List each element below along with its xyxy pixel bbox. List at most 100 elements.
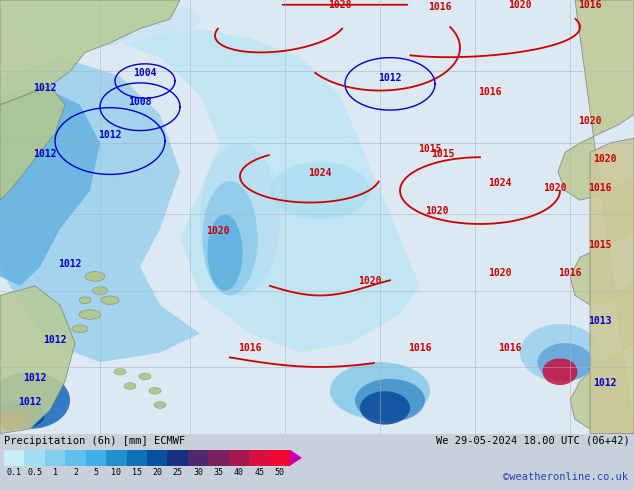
Text: 1020: 1020 <box>543 183 567 193</box>
Text: 1012: 1012 <box>58 259 82 269</box>
Bar <box>25 450 45 466</box>
Ellipse shape <box>1 417 19 431</box>
Text: 1012: 1012 <box>43 335 67 345</box>
Ellipse shape <box>0 400 45 429</box>
Text: 1016: 1016 <box>588 183 612 193</box>
Text: 0.1: 0.1 <box>7 468 22 477</box>
Text: 1012: 1012 <box>98 130 122 140</box>
Text: 1012: 1012 <box>593 378 617 388</box>
Text: We 29-05-2024 18.00 UTC (06+42): We 29-05-2024 18.00 UTC (06+42) <box>436 436 630 446</box>
Text: 10: 10 <box>112 468 121 477</box>
Bar <box>4 450 25 466</box>
Ellipse shape <box>0 0 200 43</box>
Ellipse shape <box>330 362 430 419</box>
Text: 15: 15 <box>132 468 142 477</box>
Text: 1004: 1004 <box>133 68 157 78</box>
Text: 1020: 1020 <box>508 0 532 10</box>
PathPatch shape <box>0 86 100 286</box>
Ellipse shape <box>101 296 119 304</box>
Text: 1015: 1015 <box>418 145 442 154</box>
Ellipse shape <box>207 215 242 291</box>
Bar <box>269 450 290 466</box>
Bar <box>249 450 269 466</box>
Text: 1016: 1016 <box>238 343 262 353</box>
Text: 1012: 1012 <box>23 373 47 383</box>
Text: 1020: 1020 <box>206 225 230 236</box>
Polygon shape <box>0 86 65 200</box>
Polygon shape <box>590 138 634 434</box>
Text: 1024: 1024 <box>308 169 332 178</box>
Text: 1013: 1013 <box>588 316 612 326</box>
PathPatch shape <box>0 28 420 353</box>
Ellipse shape <box>149 388 161 394</box>
Text: 1016: 1016 <box>408 343 432 353</box>
Ellipse shape <box>520 324 600 381</box>
Text: 1012: 1012 <box>378 73 402 83</box>
Bar <box>147 450 167 466</box>
Ellipse shape <box>85 271 105 281</box>
Text: 1: 1 <box>53 468 58 477</box>
Ellipse shape <box>543 358 578 385</box>
Text: 45: 45 <box>254 468 264 477</box>
Text: ©weatheronline.co.uk: ©weatheronline.co.uk <box>503 472 628 482</box>
Ellipse shape <box>355 379 425 422</box>
Bar <box>127 450 147 466</box>
Text: 1012: 1012 <box>33 149 57 159</box>
Ellipse shape <box>230 133 370 210</box>
Text: 30: 30 <box>193 468 203 477</box>
Text: 1020: 1020 <box>578 116 602 126</box>
Text: 20: 20 <box>152 468 162 477</box>
Ellipse shape <box>0 372 70 429</box>
Text: 1016: 1016 <box>559 269 582 278</box>
Bar <box>167 450 188 466</box>
Ellipse shape <box>202 181 257 295</box>
Text: 1016: 1016 <box>498 343 522 353</box>
Ellipse shape <box>0 410 30 429</box>
Ellipse shape <box>93 287 108 294</box>
Text: 35: 35 <box>214 468 224 477</box>
Polygon shape <box>0 286 75 434</box>
Text: 1020: 1020 <box>425 206 449 217</box>
Text: 1020: 1020 <box>358 276 382 286</box>
Bar <box>188 450 209 466</box>
Bar <box>229 450 249 466</box>
Ellipse shape <box>270 162 370 219</box>
Bar <box>106 450 127 466</box>
PathPatch shape <box>0 57 200 362</box>
Text: 1015: 1015 <box>431 149 455 159</box>
Text: 1020: 1020 <box>593 154 617 164</box>
Text: 1016: 1016 <box>578 0 602 10</box>
Text: 1012: 1012 <box>18 397 42 407</box>
Polygon shape <box>558 0 634 434</box>
Bar <box>209 450 229 466</box>
Text: 1028: 1028 <box>328 0 352 10</box>
Ellipse shape <box>538 343 593 381</box>
Text: 1016: 1016 <box>428 1 452 12</box>
Bar <box>86 450 106 466</box>
Ellipse shape <box>200 143 280 295</box>
Ellipse shape <box>154 402 166 408</box>
Text: 1016: 1016 <box>478 87 501 98</box>
Text: 5: 5 <box>93 468 98 477</box>
Polygon shape <box>0 0 180 105</box>
Ellipse shape <box>79 297 91 304</box>
Ellipse shape <box>139 373 151 380</box>
Text: 0.5: 0.5 <box>27 468 42 477</box>
Text: 1012: 1012 <box>33 82 57 93</box>
Bar <box>65 450 86 466</box>
Polygon shape <box>290 450 302 466</box>
Ellipse shape <box>72 325 88 333</box>
Text: Precipitation (6h) [mm] ECMWF: Precipitation (6h) [mm] ECMWF <box>4 436 185 446</box>
Text: 25: 25 <box>172 468 183 477</box>
Text: 1024: 1024 <box>488 178 512 188</box>
Text: 50: 50 <box>275 468 285 477</box>
Text: 1020: 1020 <box>488 269 512 278</box>
Ellipse shape <box>79 310 101 319</box>
Ellipse shape <box>114 368 126 375</box>
Ellipse shape <box>360 391 410 425</box>
Text: 1008: 1008 <box>128 97 152 107</box>
Ellipse shape <box>124 383 136 390</box>
Bar <box>45 450 65 466</box>
Text: 2: 2 <box>73 468 78 477</box>
Text: 1015: 1015 <box>588 240 612 250</box>
